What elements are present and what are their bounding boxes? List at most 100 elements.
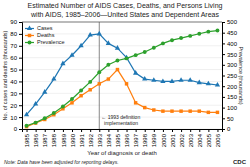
- series-marker: [142, 76, 147, 81]
- tick-mark: [222, 33, 225, 34]
- series-marker: [216, 111, 219, 114]
- series-marker: [51, 76, 56, 81]
- series-marker: [170, 109, 173, 112]
- tick-label: 0: [14, 126, 18, 132]
- legend-symbol: [28, 41, 32, 45]
- tick-mark: [222, 76, 225, 77]
- tick-label: 250: [227, 73, 238, 79]
- series-marker: [170, 38, 174, 42]
- tick: 50: [10, 67, 22, 73]
- tick-mark: [222, 118, 225, 119]
- tick-mark: [154, 129, 155, 132]
- tick-mark: [108, 129, 109, 132]
- series-marker: [70, 97, 74, 101]
- tick: 1987: [42, 129, 48, 147]
- tick-mark: [45, 129, 46, 132]
- series-marker: [160, 78, 165, 83]
- tick: 30: [10, 91, 22, 97]
- grid-line: [22, 93, 222, 94]
- tick: 2004: [197, 129, 203, 147]
- series-line: [27, 34, 218, 115]
- series-marker: [88, 88, 91, 91]
- tick-label: 450: [227, 30, 238, 36]
- tick: 300: [222, 62, 238, 68]
- tick-mark: [54, 129, 55, 132]
- series-marker: [88, 80, 92, 84]
- tick-label: 1997: [133, 133, 139, 147]
- tick: 200: [222, 84, 238, 90]
- series-marker: [60, 61, 65, 66]
- reference-line: [99, 22, 100, 129]
- tick-mark: [19, 34, 22, 35]
- tick-mark: [27, 129, 28, 132]
- tick: 150: [222, 94, 238, 100]
- series-marker: [70, 101, 73, 104]
- tick-label: 1996: [124, 133, 130, 147]
- tick-label: 100: [227, 105, 238, 111]
- series-marker: [197, 32, 201, 36]
- series-marker: [115, 45, 120, 50]
- tick: 1988: [51, 129, 57, 147]
- tick-mark: [222, 65, 225, 66]
- series-marker: [197, 80, 202, 85]
- tick-label: 350: [227, 52, 238, 58]
- series-marker: [116, 68, 119, 71]
- tick: 2006: [215, 129, 221, 147]
- series-marker: [34, 121, 38, 125]
- series-marker: [152, 46, 156, 50]
- series-marker: [79, 89, 83, 93]
- tick-label: 1989: [61, 133, 67, 147]
- tick-mark: [81, 129, 82, 132]
- tick: 1995: [115, 129, 121, 147]
- tick-label: 2002: [179, 133, 185, 147]
- tick: 350: [222, 52, 238, 58]
- tick-label: 0: [227, 126, 231, 132]
- tick-label: 60: [10, 55, 17, 61]
- tick: 1986: [33, 129, 39, 147]
- tick: 1985: [24, 129, 30, 147]
- tick-mark: [208, 129, 209, 132]
- tick-mark: [222, 54, 225, 55]
- axis: 0102030405060708090: [10, 19, 22, 132]
- tick: 1999: [151, 129, 157, 147]
- tick-mark: [127, 129, 128, 132]
- tick: 1989: [61, 129, 67, 147]
- tick: 1993: [97, 129, 103, 147]
- tick-mark: [19, 81, 22, 82]
- tick-label: 1992: [88, 133, 94, 147]
- series-marker: [43, 116, 47, 120]
- series-marker: [106, 63, 110, 67]
- tick-label: 2006: [215, 133, 221, 147]
- tick: 1997: [133, 129, 139, 147]
- series-marker: [42, 89, 47, 94]
- series-line: [27, 70, 218, 127]
- tick-label: 1999: [151, 133, 157, 147]
- tick-label: 400: [227, 41, 238, 47]
- tick-label: 1998: [142, 133, 148, 147]
- series-marker: [179, 109, 182, 112]
- tick-label: 50: [10, 67, 17, 73]
- legend-symbol: [28, 34, 31, 37]
- tick-mark: [117, 129, 118, 132]
- tick: 10: [10, 115, 22, 121]
- axis: 1985198619871988198919901991199219931994…: [23, 129, 223, 147]
- legend: CasesDeathsPrevalence: [25, 25, 65, 45]
- tick: 400: [222, 41, 238, 47]
- tick: 1998: [142, 129, 148, 147]
- tick-mark: [181, 129, 182, 132]
- chart: Estimated Number of AIDS Cases, Deaths, …: [0, 0, 250, 167]
- annotation: implementation: [101, 120, 138, 126]
- axis-line: [23, 130, 223, 133]
- tick-mark: [19, 46, 22, 47]
- series-marker: [98, 82, 101, 85]
- tick-label: 2001: [170, 133, 176, 147]
- grid-line: [22, 105, 222, 106]
- tick-label: 300: [227, 62, 238, 68]
- tick-label: 200: [227, 84, 238, 90]
- tick-label: 2003: [188, 133, 194, 147]
- tick: 2001: [170, 129, 176, 147]
- tick-label: 80: [10, 31, 17, 37]
- tick-mark: [19, 58, 22, 59]
- series-marker: [106, 40, 111, 45]
- series-marker: [216, 29, 220, 33]
